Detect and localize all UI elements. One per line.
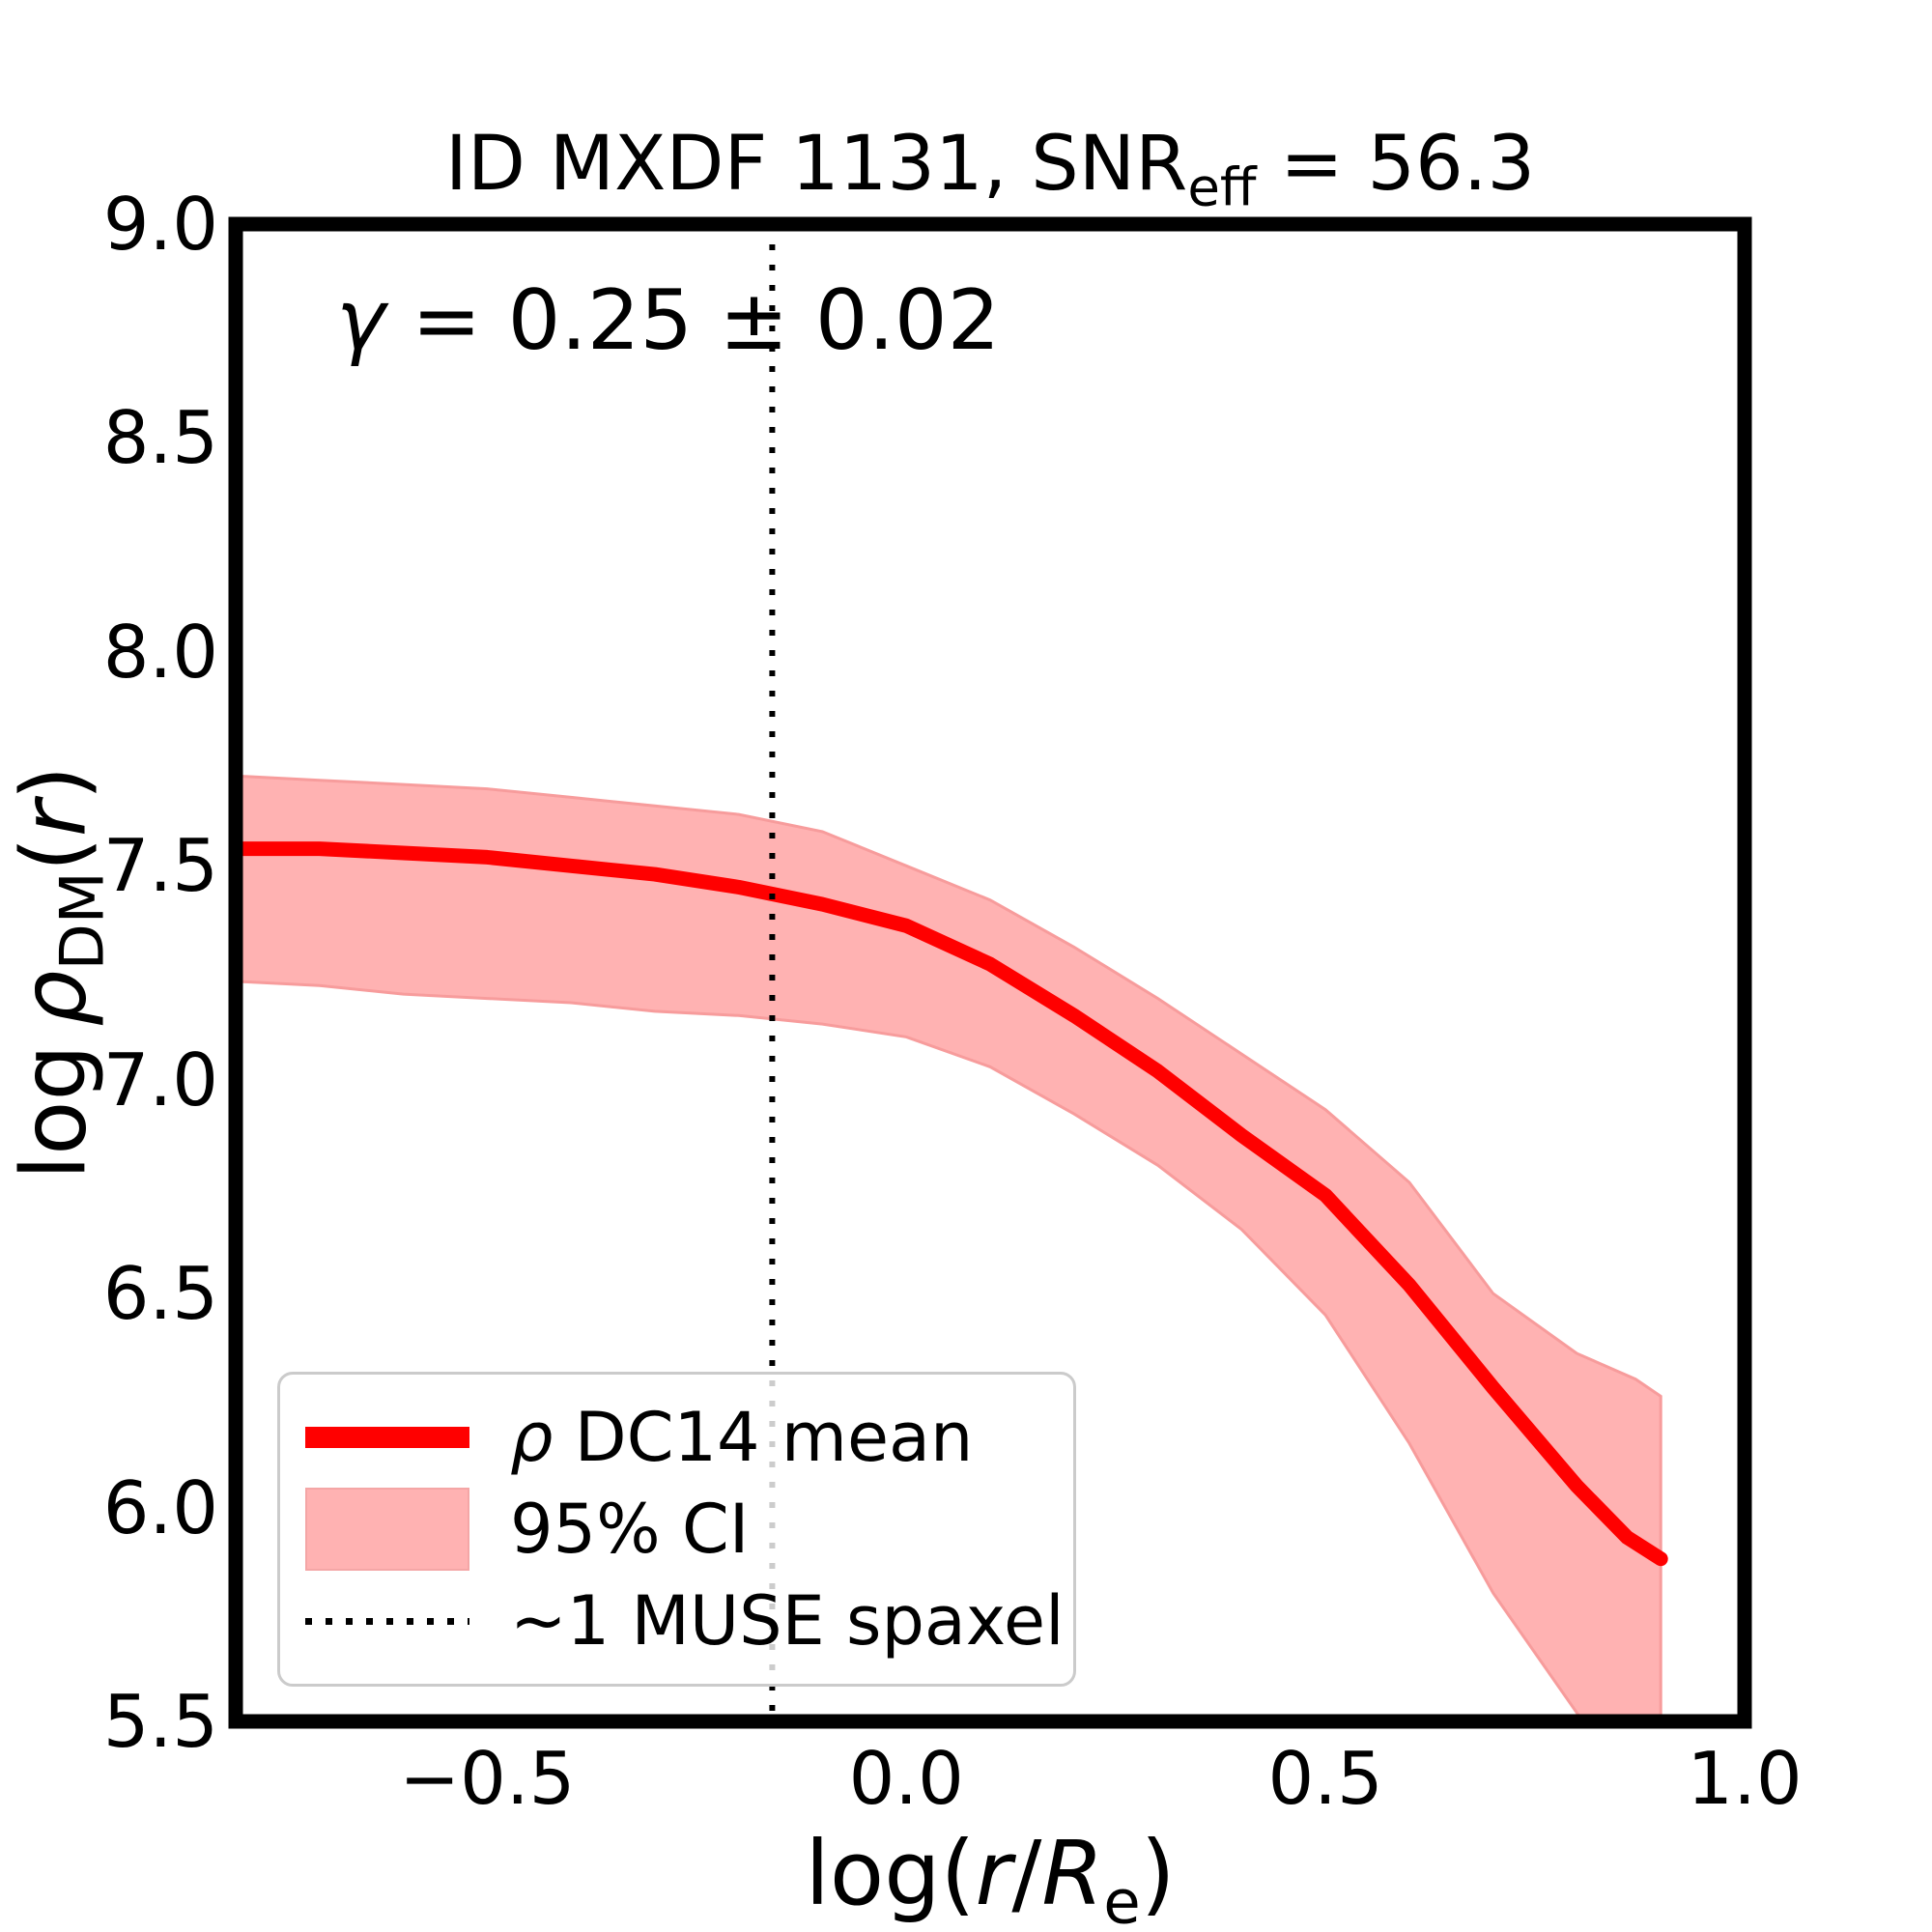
x-tick-label: 1.0 [1687, 1736, 1803, 1821]
legend-mean-text: DC14 mean [553, 1397, 974, 1477]
legend-label-mean: ρ DC14 mean [510, 1398, 973, 1477]
mean-line-sample [305, 1426, 469, 1448]
xlabel-R: R [1041, 1822, 1104, 1925]
xlabel-sub: e [1103, 1866, 1141, 1932]
ci-patch-sample [305, 1487, 469, 1571]
title-prefix: ID MXDF 1131, SNR [444, 121, 1188, 208]
xlabel-r: r [975, 1822, 1012, 1925]
y-tick-label: 7.0 [102, 1037, 218, 1122]
title-suffix: = 56.3 [1256, 121, 1536, 208]
y-tick-label: 7.5 [102, 823, 218, 909]
y-tick-label: 9.0 [102, 182, 218, 267]
y-tick-label: 5.5 [102, 1679, 218, 1764]
legend-label-spaxel: ~1 MUSE spaxel [510, 1581, 1065, 1662]
legend-label-ci: 95% CI [510, 1489, 750, 1569]
ylabel-close-paren: ) [2, 765, 106, 801]
legend: ρ DC14 mean 95% CI ~1 MUSE spaxel [277, 1372, 1076, 1687]
y-axis-label: log ρDM(r) [2, 766, 117, 1180]
x-axis-label: log(r/Re) [236, 1822, 1745, 1932]
x-tick-label: −0.5 [399, 1736, 576, 1821]
gamma-value: = 0.25 ± 0.02 [384, 272, 1001, 369]
xlabel-close-paren: ) [1140, 1822, 1176, 1925]
legend-item-ci: 95% CI [305, 1487, 1048, 1571]
x-tick-label: 0.0 [848, 1736, 964, 1821]
dotted-line-sample [305, 1617, 469, 1625]
x-tick-label: 0.5 [1267, 1736, 1383, 1821]
gamma-symbol: γ [336, 272, 385, 369]
title-subscript: eff [1187, 156, 1257, 218]
y-tick-label: 8.0 [102, 609, 218, 695]
legend-item-spaxel: ~1 MUSE spaxel [305, 1581, 1065, 1661]
gamma-annotation: γ = 0.25 ± 0.02 [336, 272, 1000, 369]
legend-rho-symbol: ρ [510, 1397, 554, 1477]
legend-item-mean: ρ DC14 mean [305, 1398, 1048, 1477]
y-tick-label: 6.5 [102, 1251, 218, 1337]
xlabel-slash: / [1011, 1822, 1042, 1925]
xlabel-log: log( [805, 1822, 976, 1925]
plot-frame [228, 216, 1752, 1729]
ylabel-open-paren: ( [2, 837, 106, 872]
plot-title: ID MXDF 1131, SNReff = 56.3 [236, 121, 1745, 218]
mean-line [236, 841, 1668, 1567]
ylabel-r: r [2, 800, 106, 838]
y-tick-label: 6.0 [102, 1464, 218, 1550]
ylabel-log: log [2, 1044, 106, 1180]
y-tick-label: 8.5 [102, 395, 218, 481]
ylabel-rho: ρ [2, 970, 106, 1027]
